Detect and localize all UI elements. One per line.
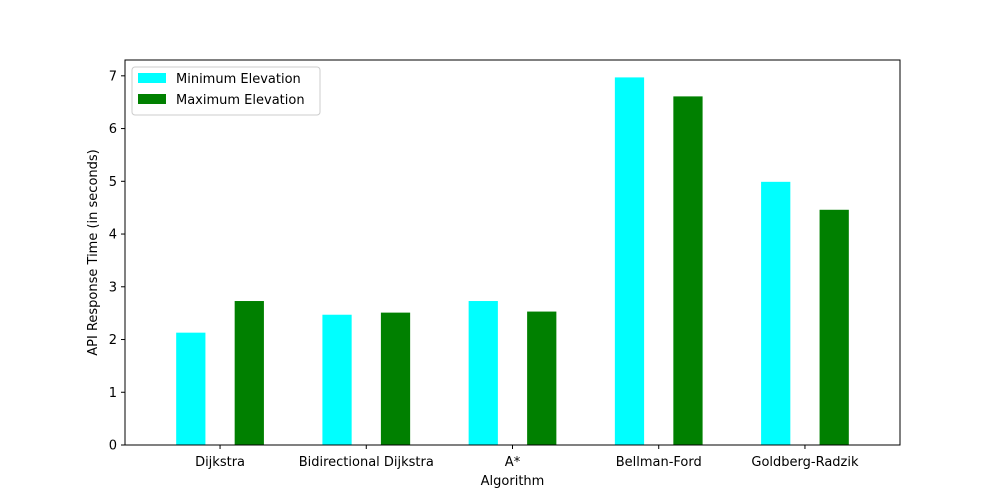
legend: Minimum Elevation Maximum Elevation [131,66,321,116]
y-axis-label: API Response Time (in seconds) [86,149,101,355]
y-tick-label: 7 [109,69,117,84]
legend-frame [131,66,321,116]
y-tick-label: 5 [109,175,117,190]
x-tick-label: Goldberg-Radzik [751,455,859,470]
y-tick-label: 3 [109,280,117,295]
x-tick-label: A* [505,455,521,470]
x-axis: Dijkstra Bidirectional Dijkstra A* Bellman-… [195,445,859,470]
bar-goldberg-radzik-minimum-elevation [761,181,791,445]
x-tick-label: Dijkstra [195,455,245,470]
legend-label-minimum-elevation: Minimum Elevation [176,72,301,87]
y-tick-label: 1 [109,386,117,401]
legend-swatch-maximum-elevation [138,94,166,104]
x-axis-label: Algorithm [481,474,545,489]
bar-bellman-ford-minimum-elevation [614,77,645,445]
bar-dijkstra-minimum-elevation [176,332,206,445]
legend-label-maximum-elevation: Maximum Elevation [176,93,305,108]
y-tick-label: 0 [109,439,117,454]
y-tick-label: 4 [109,228,117,243]
y-tick-label: 6 [109,122,117,137]
bars-layer [176,77,849,445]
bar-bellman-ford-maximum-elevation [673,96,703,445]
y-tick-label: 2 [109,333,117,348]
x-tick-label: Bellman-Ford [616,455,702,470]
y-axis: 0 1 2 3 4 5 6 7 [109,69,125,454]
bar-bidirectional-dijkstra-minimum-elevation [322,314,352,445]
bar-a-minimum-elevation [468,301,498,445]
x-tick-label: Bidirectional Dijkstra [299,455,434,470]
bar-dijkstra-maximum-elevation [234,301,264,445]
legend-swatch-minimum-elevation [138,73,166,83]
bar-goldberg-radzik-maximum-elevation [819,209,849,445]
bar-a-maximum-elevation [527,311,557,445]
bar-bidirectional-dijkstra-maximum-elevation [380,312,411,445]
